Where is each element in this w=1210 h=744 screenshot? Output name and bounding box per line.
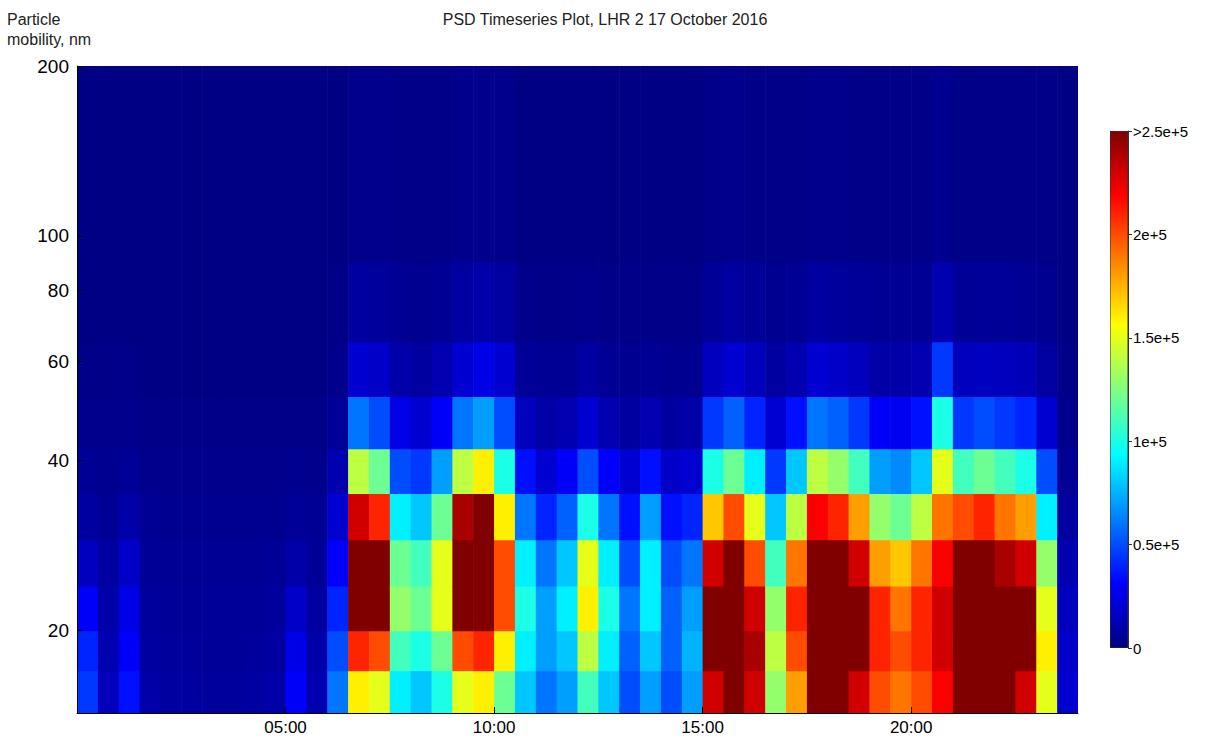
- svg-text:200: 200: [37, 56, 69, 77]
- svg-text:1e+5: 1e+5: [1133, 433, 1167, 450]
- svg-text:100: 100: [37, 225, 69, 246]
- svg-text:1.5e+5: 1.5e+5: [1133, 329, 1179, 346]
- svg-text:>2.5e+5: >2.5e+5: [1133, 123, 1188, 140]
- svg-text:20: 20: [48, 620, 69, 641]
- svg-text:60: 60: [48, 351, 69, 372]
- svg-text:05:00: 05:00: [264, 718, 307, 737]
- svg-text:80: 80: [48, 280, 69, 301]
- svg-text:15:00: 15:00: [681, 718, 724, 737]
- svg-text:2e+5: 2e+5: [1133, 226, 1167, 243]
- svg-text:40: 40: [48, 450, 69, 471]
- svg-text:PSD Timeseries Plot, LHR 2 17: PSD Timeseries Plot, LHR 2 17 October 20…: [443, 11, 768, 28]
- svg-text:Particle: Particle: [7, 11, 65, 28]
- svg-text:0: 0: [1133, 640, 1141, 657]
- svg-text:10:00: 10:00: [473, 718, 516, 737]
- svg-text:mobility, nm: mobility, nm: [7, 31, 91, 48]
- svg-text:20:00: 20:00: [890, 718, 933, 737]
- svg-text:0.5e+5: 0.5e+5: [1133, 536, 1179, 553]
